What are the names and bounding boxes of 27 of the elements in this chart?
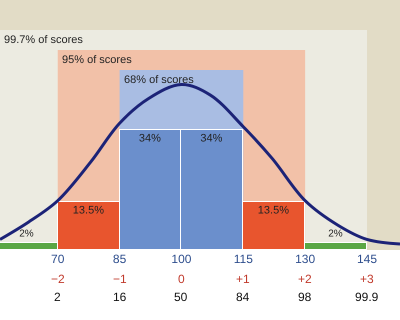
band-label: 99.7% of scores	[4, 34, 84, 46]
text: 84	[236, 290, 250, 304]
x-tick-label: 130	[295, 252, 316, 266]
text: 50	[174, 290, 188, 304]
data-label: 34%	[200, 132, 223, 144]
data-label: 34%	[138, 132, 162, 144]
text: 16	[113, 290, 127, 304]
text: 98	[298, 290, 312, 304]
band-label: 95% of scores	[62, 54, 132, 66]
x-tick-label: 70	[51, 252, 65, 266]
data-label: 13.5%	[258, 204, 290, 216]
data-label: 2%	[19, 228, 34, 240]
text: 2	[54, 290, 61, 304]
text: 99.9	[355, 290, 379, 304]
text: −1	[113, 272, 128, 286]
x-tick-label: 115	[234, 252, 254, 266]
data-label: 13.5%	[72, 204, 104, 216]
x-tick-label: 145	[356, 252, 378, 266]
data-label: 2%	[328, 228, 343, 240]
band-label: 68% of scores	[124, 74, 194, 86]
x-tick-label: 85	[112, 252, 127, 266]
x-tick-label: 100	[171, 252, 192, 266]
text: +3	[360, 272, 374, 286]
text: 0	[178, 272, 185, 286]
text: +2	[298, 272, 312, 286]
text: +1	[236, 272, 250, 286]
text: −2	[51, 272, 66, 286]
